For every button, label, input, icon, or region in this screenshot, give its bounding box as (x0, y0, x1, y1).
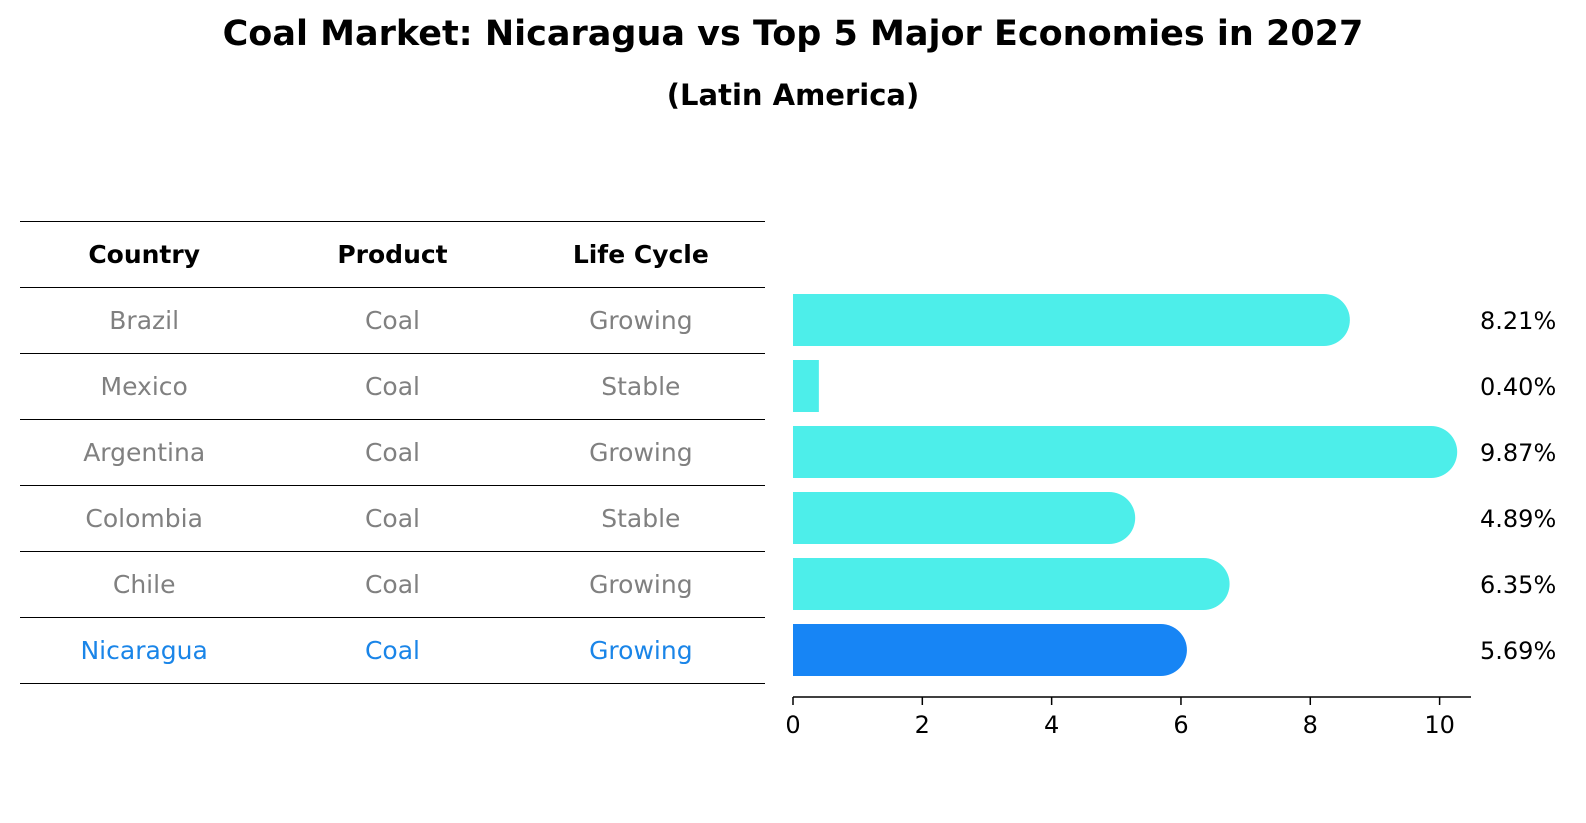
table-row: Colombia Coal Stable (20, 485, 765, 552)
cell-product: Coal (268, 419, 517, 486)
header-country: Country (20, 221, 269, 288)
cell-life-cycle: Stable (516, 353, 765, 420)
value-label: 9.87% (1480, 439, 1556, 467)
cell-product: Coal (268, 287, 517, 354)
value-label: 0.40% (1480, 373, 1556, 401)
header-product: Product (268, 221, 517, 288)
table-row: Argentina Coal Growing (20, 419, 765, 486)
bar-nicaragua (793, 624, 1187, 676)
value-label: 5.69% (1480, 637, 1556, 665)
cell-country: Brazil (20, 287, 269, 354)
cell-product: Coal (268, 485, 517, 552)
country-table: Country Product Life Cycle Brazil Coal G… (20, 221, 765, 684)
table-header-row: Country Product Life Cycle (20, 221, 765, 288)
x-tick-label: 6 (1173, 711, 1188, 739)
cell-country: Colombia (20, 485, 269, 552)
bar-brazil (793, 294, 1350, 346)
header-life-cycle: Life Cycle (516, 221, 765, 288)
x-tick-label: 4 (1044, 711, 1059, 739)
x-tick-label: 0 (785, 711, 800, 739)
cell-life-cycle: Growing (516, 617, 765, 684)
table-row: Chile Coal Growing (20, 551, 765, 618)
cell-product: Coal (268, 617, 517, 684)
value-label: 8.21% (1480, 307, 1556, 335)
table-row: Mexico Coal Stable (20, 353, 765, 420)
bar-mexico (793, 360, 819, 412)
bar-argentina (793, 426, 1458, 478)
cell-product: Coal (268, 551, 517, 618)
x-tick-label: 8 (1303, 711, 1318, 739)
bar-colombia (793, 492, 1136, 544)
cell-life-cycle: Growing (516, 287, 765, 354)
cell-country: Argentina (20, 419, 269, 486)
x-tick-label: 2 (915, 711, 930, 739)
chart-title: Coal Market: Nicaragua vs Top 5 Major Ec… (222, 14, 1364, 54)
cell-country: Chile (20, 551, 269, 618)
chart-subtitle: (Latin America) (666, 78, 920, 112)
value-label: 4.89% (1480, 505, 1556, 533)
cell-life-cycle: Stable (516, 485, 765, 552)
cell-life-cycle: Growing (516, 419, 765, 486)
table-row-highlighted: Nicaragua Coal Growing (20, 617, 765, 684)
table-row: Brazil Coal Growing (20, 287, 765, 354)
cell-life-cycle: Growing (516, 551, 765, 618)
cell-country: Nicaragua (20, 617, 269, 684)
bar-chile (793, 558, 1230, 610)
cell-product: Coal (268, 353, 517, 420)
x-tick-label: 10 (1424, 711, 1455, 739)
cell-country: Mexico (20, 353, 269, 420)
value-label: 6.35% (1480, 571, 1556, 599)
